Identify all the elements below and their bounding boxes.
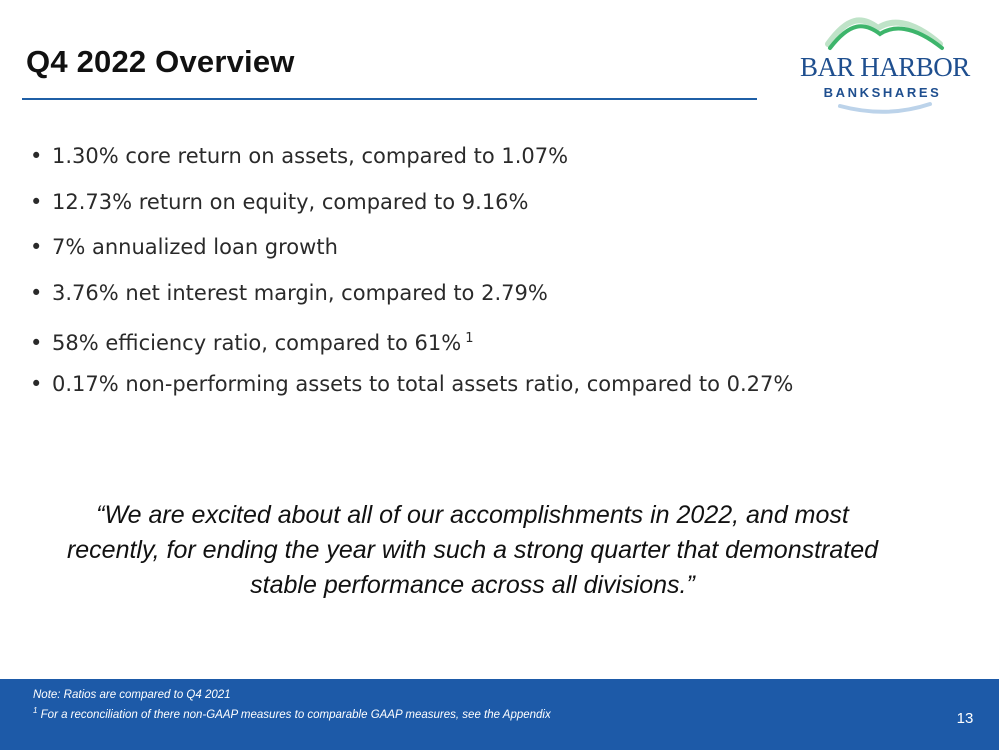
title-divider xyxy=(22,98,757,100)
bullet-dot-icon: • xyxy=(30,189,43,214)
bullet-item: • 7% annualized loan growth xyxy=(30,225,793,271)
quote-line: recently, for ending the year with such … xyxy=(66,536,879,564)
footer-bar xyxy=(0,679,999,750)
footer-notes: Note: Ratios are compared to Q4 2021 1 F… xyxy=(33,687,551,723)
bullet-item: • 0.17% non-performing assets to total as… xyxy=(30,362,793,408)
bullet-text: 1.30% core return on assets, compared to… xyxy=(52,144,569,168)
footnote-marker: 1 xyxy=(33,706,38,715)
footer-note: 1 For a reconciliation of there non-GAAP… xyxy=(33,703,551,723)
logo-subtitle: BANKSHARES xyxy=(823,85,942,100)
footnote-text: For a reconciliation of there non-GAAP m… xyxy=(37,709,551,721)
bullet-item: • 58% efficiency ratio, compared to 61% 1 xyxy=(30,316,793,362)
footer-note: Note: Ratios are compared to Q4 2021 xyxy=(33,689,231,701)
executive-quote: “We are excited about all of our accompl… xyxy=(30,498,915,603)
bullet-dot-icon: • xyxy=(30,331,43,355)
mountain-logo-icon xyxy=(825,17,944,114)
bullet-item: • 12.73% return on equity, compared to 9.… xyxy=(30,180,793,226)
bullet-item: • 1.30% core return on assets, compared t… xyxy=(30,134,793,180)
bullet-text: 3.76% net interest margin, compared to 2… xyxy=(52,280,548,305)
bullet-dot-icon: • xyxy=(30,235,43,259)
bullet-text: 7% annualized loan growth xyxy=(52,235,338,259)
quote-line: “We are excited about all of our accompl… xyxy=(96,501,849,529)
page-title: Q4 2022 Overview xyxy=(26,44,295,79)
logo-wordmark: BAR HARBOR xyxy=(800,52,970,82)
bullet-item: • 3.76% net interest margin, compared to … xyxy=(30,271,793,317)
quote-line: stable performance across all divisions.… xyxy=(250,571,695,599)
bullet-text: 58% efficiency ratio, compared to 61% xyxy=(52,331,462,355)
page-number: 13 xyxy=(956,710,974,727)
bullet-text: 0.17% non-performing assets to total ass… xyxy=(52,371,794,396)
overview-bullet-list: • 1.30% core return on assets, compared t… xyxy=(30,134,793,407)
bullet-dot-icon: • xyxy=(30,144,43,168)
bullet-dot-icon: • xyxy=(30,280,43,305)
bullet-dot-icon: • xyxy=(30,371,43,396)
footnote-marker: 1 xyxy=(465,331,474,346)
bar-harbor-logo: BAR HARBOR BANKSHARES xyxy=(800,14,970,114)
bullet-text: 12.73% return on equity, compared to 9.1… xyxy=(52,189,529,214)
